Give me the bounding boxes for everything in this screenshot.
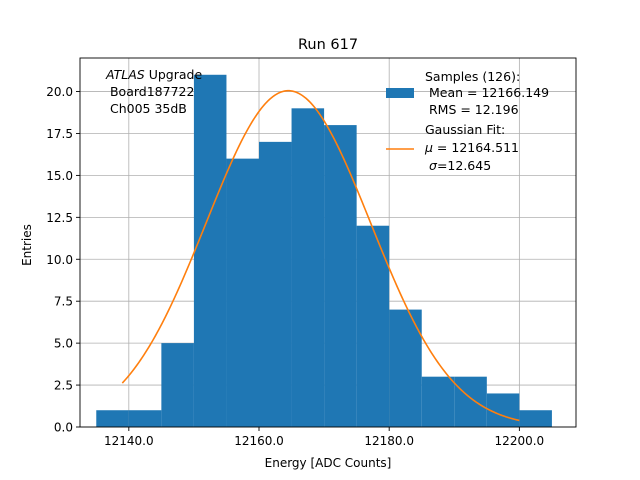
legend-samples-swatch <box>386 88 414 98</box>
atlas-annotation: ATLAS Upgrade Board187722 Ch005 35dB <box>105 67 202 116</box>
gaussian-fit-curve <box>121 89 520 422</box>
x-tick-label: 12180.0 <box>364 434 414 448</box>
histogram-bar <box>454 376 487 427</box>
legend-samples-title: Samples (126): <box>425 69 520 84</box>
legend-sigma-symbol: σ <box>429 158 438 173</box>
histogram-bars <box>96 74 552 428</box>
y-tick-label: 0.0 <box>54 421 73 435</box>
y-axis-ticks: 0.0 2.5 5.0 7.5 10.0 12.5 15.0 17.5 20.0 <box>46 85 80 435</box>
histogram-bar <box>324 125 357 427</box>
legend-fit-mu: μ = 12164.511 <box>424 140 519 155</box>
annotation-atlas-word: ATLAS <box>105 67 145 82</box>
chart-title: Run 617 <box>298 37 358 53</box>
histogram-bar <box>193 74 227 427</box>
histogram-bar <box>486 393 520 427</box>
histogram-bar <box>128 410 162 427</box>
histogram-bar <box>96 410 129 427</box>
histogram-bar <box>519 410 552 427</box>
legend-sigma-value: =12.645 <box>437 158 491 173</box>
legend-fit-sigma: σ=12.645 <box>429 158 491 173</box>
y-tick-label: 20.0 <box>46 85 73 99</box>
y-tick-label: 17.5 <box>46 127 73 141</box>
annotation-line-1: ATLAS Upgrade <box>105 67 202 82</box>
legend-fit-title: Gaussian Fit: <box>425 122 505 137</box>
legend: Samples (126): Mean = 12166.149 RMS = 12… <box>386 69 549 173</box>
y-axis-label: Entries <box>20 224 34 266</box>
x-tick-label: 12160.0 <box>234 434 284 448</box>
legend-mu-symbol: μ <box>424 140 433 155</box>
y-tick-label: 2.5 <box>54 379 73 393</box>
histogram-bar <box>421 376 455 427</box>
legend-samples-rms: RMS = 12.196 <box>425 102 519 117</box>
histogram-bar <box>161 343 194 427</box>
histogram-bar <box>356 225 390 427</box>
annotation-line-2: Board187722 <box>106 84 194 99</box>
x-axis-ticks: 12140.0 12160.0 12180.0 12200.0 <box>104 427 544 448</box>
y-tick-label: 5.0 <box>54 337 73 351</box>
y-tick-label: 15.0 <box>46 169 73 183</box>
annotation-line-3: Ch005 35dB <box>106 101 187 116</box>
x-tick-label: 12140.0 <box>104 434 154 448</box>
annotation-upgrade-word: Upgrade <box>145 67 203 82</box>
legend-samples-mean: Mean = 12166.149 <box>425 85 549 100</box>
histogram-bar <box>291 108 325 428</box>
y-tick-label: 7.5 <box>54 295 73 309</box>
y-tick-label: 10.0 <box>46 253 73 267</box>
legend-mu-value: = 12164.511 <box>433 140 519 155</box>
x-tick-label: 12200.0 <box>495 434 545 448</box>
histogram-bar <box>259 141 292 427</box>
x-axis-label: Energy [ADC Counts] <box>265 456 392 470</box>
y-tick-label: 12.5 <box>46 211 73 225</box>
histogram-bar <box>389 309 422 427</box>
histogram-bar <box>226 158 260 428</box>
axes-frame <box>79 57 577 428</box>
